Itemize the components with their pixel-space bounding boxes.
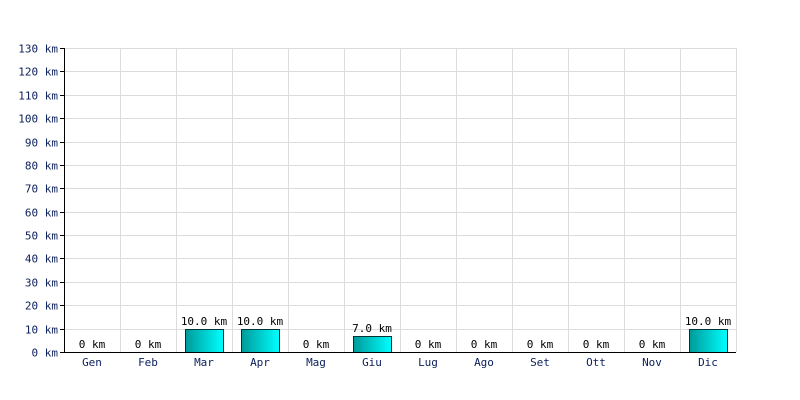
x-category-label: Ott bbox=[586, 356, 606, 369]
x-category-label: Gen bbox=[82, 356, 102, 369]
bar-mar bbox=[185, 329, 224, 353]
y-tick-label: 40 km bbox=[25, 253, 58, 266]
axes bbox=[60, 48, 736, 353]
x-category-label: Nov bbox=[642, 356, 662, 369]
data-label-mar: 10.0 km bbox=[181, 315, 228, 328]
x-category-label: Mag bbox=[306, 356, 326, 369]
x-category-label: Dic bbox=[698, 356, 718, 369]
data-label-ago: 0 km bbox=[471, 338, 498, 351]
y-tick-label: 70 km bbox=[25, 183, 58, 196]
data-label-lug: 0 km bbox=[415, 338, 442, 351]
bars bbox=[185, 329, 728, 353]
bar-apr bbox=[241, 329, 280, 353]
y-tick-label: 20 km bbox=[25, 300, 58, 313]
data-label-dic: 10.0 km bbox=[685, 315, 732, 328]
x-category-labels: Gen Feb Mar Apr Mag Giu Lug Ago Set Ott Nov Dic bbox=[82, 356, 718, 369]
data-labels: 0 km 0 km 10.0 km 10.0 km 0 km 7.0 km 0 km 0 km… bbox=[79, 315, 732, 351]
data-label-set: 0 km bbox=[527, 338, 554, 351]
y-tick-labels: 0 km 10 km 20 km 30 km 40 km 50 km 60 km 70 km 8… bbox=[18, 43, 58, 360]
y-tick-label: 60 km bbox=[25, 207, 58, 220]
y-tick-label: 80 km bbox=[25, 160, 58, 173]
y-tick-label: 100 km bbox=[18, 113, 58, 126]
x-category-label: Lug bbox=[418, 356, 438, 369]
bar-dic bbox=[689, 329, 728, 353]
y-tick-label: 30 km bbox=[25, 277, 58, 290]
x-category-label: Giu bbox=[362, 356, 382, 369]
y-tick-label: 90 km bbox=[25, 137, 58, 150]
y-tick-label: 120 km bbox=[18, 66, 58, 79]
y-tick-label: 10 km bbox=[25, 324, 58, 337]
y-tick-label: 50 km bbox=[25, 230, 58, 243]
data-label-mag: 0 km bbox=[303, 338, 330, 351]
grid-lines bbox=[64, 48, 737, 352]
y-tick-label: 110 km bbox=[18, 90, 58, 103]
data-label-apr: 10.0 km bbox=[237, 315, 284, 328]
data-label-gen: 0 km bbox=[79, 338, 106, 351]
bar-giu bbox=[353, 336, 392, 353]
data-label-ott: 0 km bbox=[583, 338, 610, 351]
data-label-nov: 0 km bbox=[639, 338, 666, 351]
data-label-feb: 0 km bbox=[135, 338, 162, 351]
y-tick-label: 0 km bbox=[32, 347, 59, 360]
x-category-label: Set bbox=[530, 356, 550, 369]
x-category-label: Mar bbox=[194, 356, 214, 369]
data-label-giu: 7.0 km bbox=[352, 322, 392, 335]
x-category-label: Ago bbox=[474, 356, 494, 369]
x-category-label: Feb bbox=[138, 356, 158, 369]
x-category-label: Apr bbox=[250, 356, 270, 369]
y-tick-label: 130 km bbox=[18, 43, 58, 56]
